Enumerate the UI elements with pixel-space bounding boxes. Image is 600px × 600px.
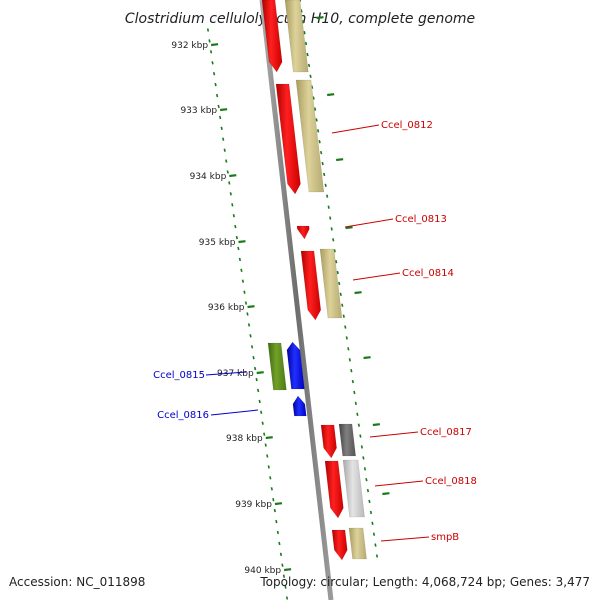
minor-tick <box>336 158 344 162</box>
tick-9: 940 kbp <box>244 566 292 576</box>
tick-rings <box>206 0 379 600</box>
tick-2: 933 kbp <box>180 106 228 116</box>
gene-label-text: Ccel_0816 <box>157 410 209 421</box>
gene-label-ccel_0814: Ccel_0814 <box>352 268 454 281</box>
gene-label-text: Ccel_0814 <box>402 268 454 279</box>
feature-tracks <box>261 0 367 561</box>
tick-label: 937 kbp <box>217 369 254 379</box>
tick-label: 936 kbp <box>208 303 245 313</box>
label-leader-line <box>210 409 259 416</box>
gene-labels: Ccel_0812 Ccel_0813 Ccel_0814 Ccel_0815 Ccel… <box>153 120 477 543</box>
tick-label: 932 kbp <box>171 41 208 51</box>
tick-8: 939 kbp <box>235 500 283 510</box>
genome-backbone <box>259 0 334 600</box>
gene-arrow-reverse <box>292 395 307 417</box>
gene-arrow-forward <box>324 460 344 519</box>
label-leader-line <box>352 272 401 281</box>
label-leader-line <box>344 218 394 228</box>
gene-arrow-forward <box>275 83 301 195</box>
minor-tick <box>316 16 324 20</box>
tick-5: 936 kbp <box>208 303 255 313</box>
gene-label-ccel_0817: Ccel_0817 <box>369 427 472 438</box>
tick-label: 935 kbp <box>199 238 236 248</box>
outer-dotted-ring <box>299 0 379 558</box>
minor-tick <box>327 93 335 97</box>
tick-label: 939 kbp <box>235 500 272 510</box>
inner-dotted-ring <box>206 28 289 600</box>
tick-7: 938 kbp <box>226 434 273 444</box>
tick-1: 932 kbp <box>171 41 219 51</box>
label-leader-line <box>369 431 419 438</box>
label-leader-line <box>380 536 430 542</box>
gene-arrow-reverse <box>286 341 305 390</box>
feature-block-khaki <box>295 79 325 193</box>
label-leader-line <box>205 371 247 376</box>
gene-label-text: smpB <box>431 532 459 543</box>
minor-tick <box>354 291 362 295</box>
tick-label: 933 kbp <box>180 106 217 116</box>
gene-label-text: Ccel_0817 <box>420 427 472 438</box>
gene-label-ccel_0813: Ccel_0813 <box>344 214 447 228</box>
feature-block-khaki <box>284 0 309 73</box>
label-leader-line <box>331 124 380 134</box>
gene-label-text: Ccel_0813 <box>395 214 447 225</box>
gene-arrow-forward <box>320 424 337 459</box>
minor-tick <box>363 356 371 360</box>
gene-label-ccel_0815: Ccel_0815 <box>153 370 247 381</box>
minor-tick <box>345 226 353 230</box>
gene-arrow-forward <box>261 0 283 73</box>
minor-tick <box>372 423 380 427</box>
feature-block-khaki <box>348 527 367 560</box>
gene-label-ccel_0818: Ccel_0818 <box>374 476 477 487</box>
tick-label: 934 kbp <box>190 172 227 182</box>
gene-label-text: Ccel_0818 <box>425 476 477 487</box>
gene-label-ccel_0812: Ccel_0812 <box>331 120 433 134</box>
gene-arrow-forward <box>300 250 322 321</box>
feature-block-dark-gray <box>338 423 356 457</box>
tick-3: 934 kbp <box>190 172 237 182</box>
feature-block-light-gray <box>342 459 365 518</box>
tick-4: 935 kbp <box>199 238 246 248</box>
gene-label-text: Ccel_0815 <box>153 370 205 381</box>
feature-block-olive <box>267 342 287 391</box>
feature-block-khaki <box>319 248 343 319</box>
gene-label-text: Ccel_0812 <box>381 120 433 131</box>
gene-arrow-forward <box>331 529 348 561</box>
tick-6: 937 kbp <box>217 369 264 379</box>
kbp-ticks: 932 kbp 933 kbp 934 kbp 935 kbp 936 kbp 937 k… <box>171 16 390 576</box>
gene-label-ccel_0816: Ccel_0816 <box>157 409 259 421</box>
label-leader-line <box>374 480 424 487</box>
tick-label: 938 kbp <box>226 434 263 444</box>
gene-arrow-forward <box>296 225 310 240</box>
genome-stats-text: Topology: circular; Length: 4,068,724 bp… <box>259 575 590 589</box>
accession-text: Accession: NC_011898 <box>9 575 145 589</box>
tick-label: 940 kbp <box>244 566 281 576</box>
gene-label-smpb: smpB <box>380 532 459 543</box>
minor-tick <box>382 492 390 496</box>
